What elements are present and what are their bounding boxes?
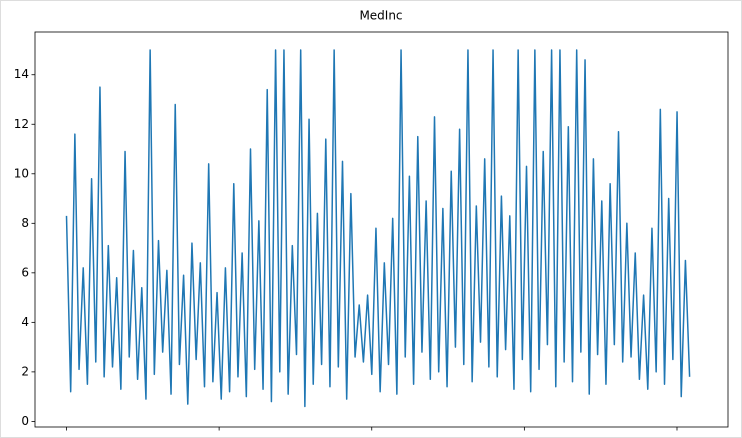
y-tick-label: 4 [21, 315, 29, 329]
chart-title: MedInc [359, 9, 402, 23]
y-tick-label: 10 [14, 166, 29, 180]
y-tick-label: 6 [21, 265, 29, 279]
axes-frame [34, 31, 729, 428]
data-line [65, 49, 691, 408]
y-tick-label: 8 [21, 216, 29, 230]
y-tick-label: 2 [21, 364, 29, 378]
y-tick-label: 12 [14, 117, 29, 131]
y-tick-label: 14 [14, 67, 29, 81]
y-tick-label: 0 [21, 414, 29, 428]
